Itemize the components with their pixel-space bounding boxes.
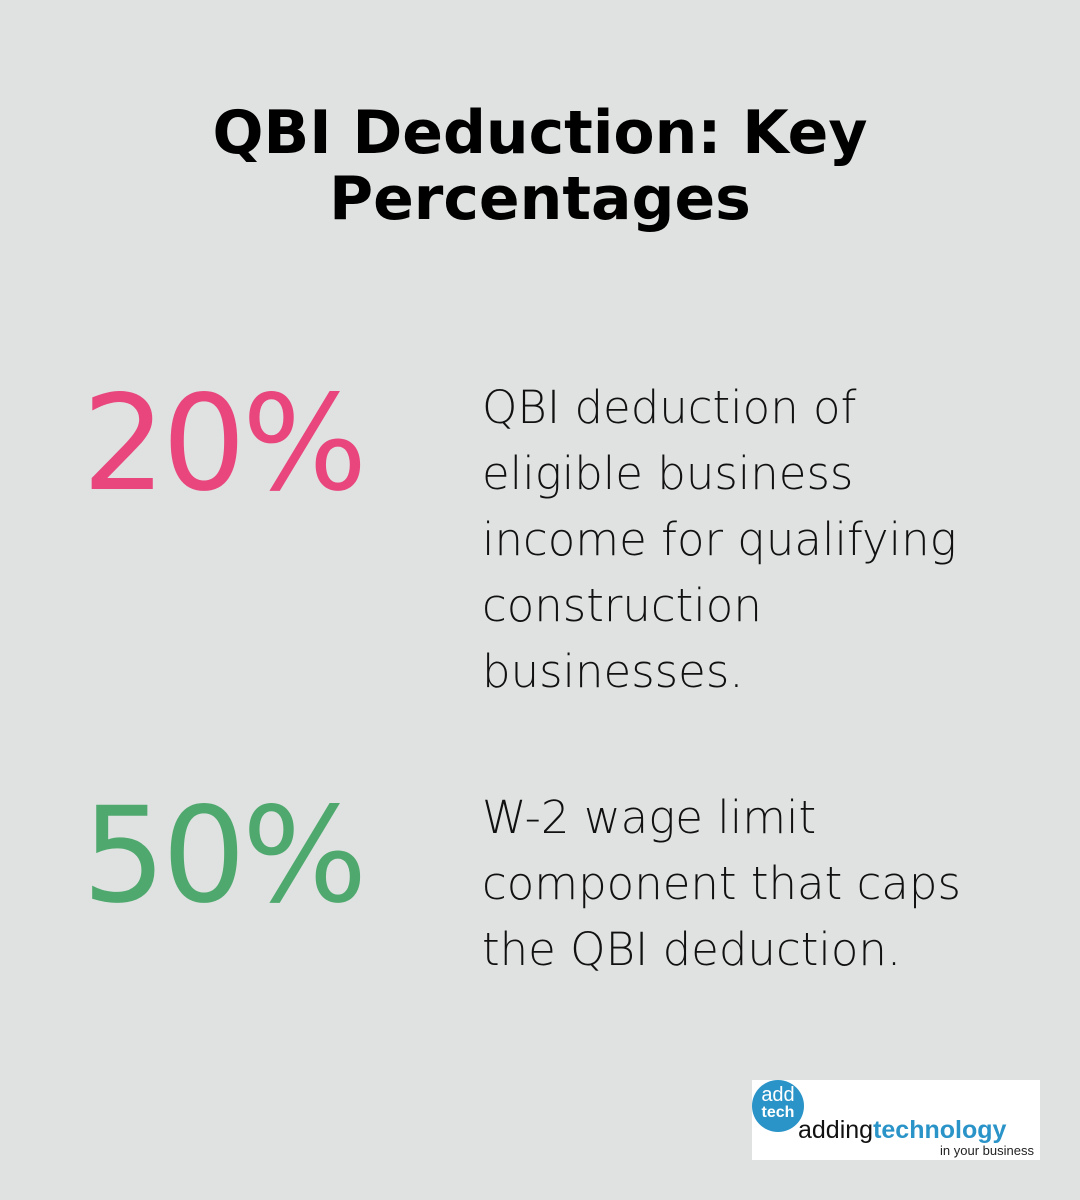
logo-circle-bottom: tech [761, 1104, 795, 1121]
logo-tagline: in your business [940, 1143, 1034, 1158]
company-logo: add tech addingtechnology in your busines… [752, 1080, 1040, 1160]
stat-description-20: QBI deduction of eligible business incom… [482, 381, 957, 698]
logo-circle-top: add [761, 1084, 795, 1106]
stat-value-50: 50% [82, 779, 367, 933]
stat-description-50: W-2 wage limit component that caps the Q… [482, 791, 961, 976]
logo-brand-light: adding [798, 1116, 874, 1144]
stat-value-20: 20% [82, 367, 367, 521]
logo-brand: addingtechnology [798, 1116, 1006, 1145]
logo-brand-bold: technology [873, 1116, 1007, 1144]
page-title: QBI Deduction: Key Percentages [212, 98, 868, 234]
logo-circle: add tech [752, 1080, 804, 1132]
